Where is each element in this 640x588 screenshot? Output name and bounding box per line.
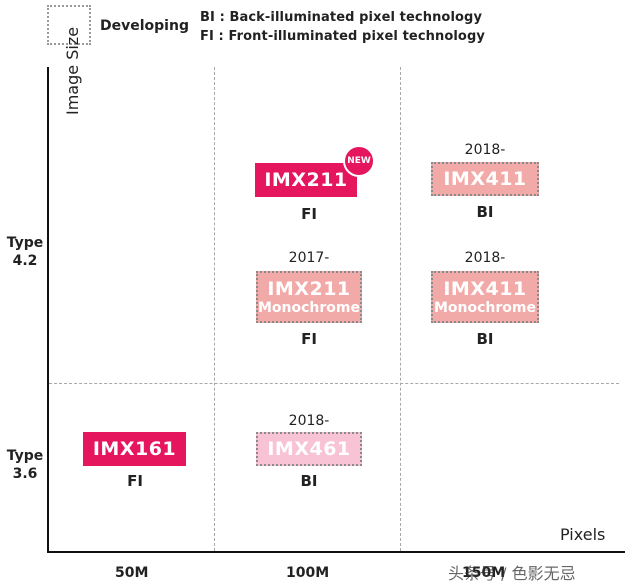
sensor-tech: FI	[301, 330, 317, 348]
x-tick-50m: 50M	[115, 565, 149, 581]
y-axis-title: Image Size	[63, 26, 82, 115]
y-category-line2: 4.2	[12, 253, 38, 269]
sensor-tech: FI	[127, 472, 143, 490]
sensor-year: 2018-	[464, 142, 506, 158]
sensor-tech: BI	[300, 472, 318, 490]
watermark: 头条号 / 色影无忌	[448, 564, 576, 583]
y-category-line1: Type	[6, 448, 44, 464]
sensor-name: IMX211	[267, 278, 351, 300]
y-axis-line	[47, 67, 49, 553]
sensor-tech: BI	[476, 330, 494, 348]
y-category-line2: 3.6	[12, 466, 38, 482]
sensor-name: IMX461	[267, 438, 351, 460]
sensor-imx161: IMX161	[83, 432, 186, 466]
sensor-imx411: IMX411	[431, 162, 539, 196]
grid-line-type-divider	[49, 383, 619, 384]
grid-line-150m	[400, 67, 401, 551]
x-axis-title: Pixels	[560, 525, 606, 544]
sensor-subtitle: Monochrome	[433, 300, 536, 316]
sensor-tech: BI	[476, 203, 494, 221]
legend-fi-definition: FI : Front-illuminated pixel technology	[200, 29, 485, 44]
x-axis-line	[47, 551, 625, 553]
sensor-imx211-monochrome: IMX211 Monochrome	[256, 271, 362, 323]
new-badge: NEW	[343, 145, 375, 177]
sensor-tech: FI	[301, 205, 317, 223]
sensor-year: 2018-	[464, 250, 506, 266]
y-category-type-4-2: Type 4.2	[0, 234, 50, 270]
sensor-name: IMX161	[92, 438, 177, 460]
sensor-imx211: IMX211	[255, 163, 357, 197]
x-tick-100m: 100M	[286, 565, 330, 581]
grid-line-100m	[214, 67, 215, 551]
x-tick-150m: 150M	[462, 565, 506, 581]
sensor-imx411-monochrome: IMX411 Monochrome	[431, 271, 539, 323]
sensor-name: IMX411	[443, 278, 527, 300]
y-category-type-3-6: Type 3.6	[0, 447, 50, 483]
sensor-name: IMX211	[264, 169, 348, 191]
sensor-year: 2018-	[288, 413, 330, 429]
y-category-line1: Type	[6, 235, 44, 251]
sensor-imx461: IMX461	[256, 432, 362, 466]
legend-developing-label: Developing	[100, 18, 189, 34]
sensor-name: IMX411	[443, 168, 527, 190]
legend-bi-definition: BI : Back-illuminated pixel technology	[200, 10, 483, 25]
sensor-year: 2017-	[288, 250, 330, 266]
legend-developing-swatch	[47, 5, 91, 45]
sensor-subtitle: Monochrome	[258, 300, 361, 316]
